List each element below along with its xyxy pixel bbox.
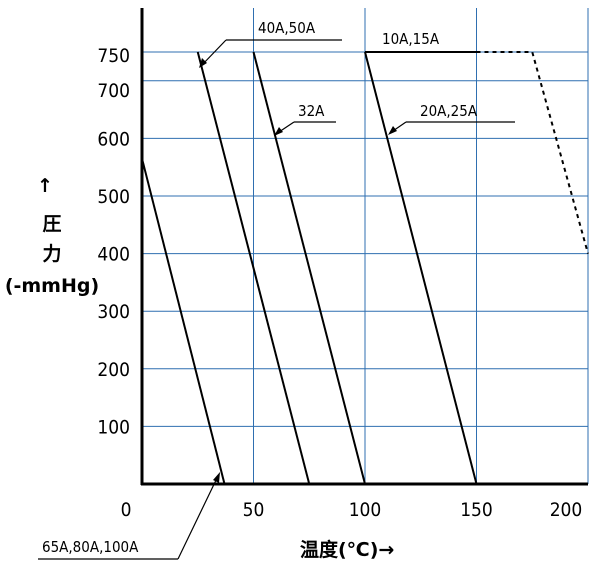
label-40a-50a-arrowhead xyxy=(199,58,207,68)
label-20a-25a-arrowhead xyxy=(388,126,397,135)
label-40a-50a: 40A,50A xyxy=(199,19,342,68)
y-tick-label-300: 300 xyxy=(97,301,130,323)
x-tick-label-200: 200 xyxy=(550,499,583,521)
y-axis-label-line2: 力 xyxy=(42,242,61,265)
x-tick-label-100: 100 xyxy=(349,499,382,521)
y-axis-arrow: ↑ xyxy=(37,175,53,197)
y-tick-label-200: 200 xyxy=(97,359,130,381)
series-line-0 xyxy=(141,158,226,485)
label-10a-15a: 10A,15A xyxy=(382,30,440,48)
y-tick-label-500: 500 xyxy=(97,186,130,208)
y-axis-label-line1: 圧 xyxy=(42,213,61,235)
series-line-2 xyxy=(252,51,366,485)
grid-lines xyxy=(142,8,589,484)
x-tick-label-50: 50 xyxy=(243,499,265,521)
series-lines xyxy=(141,51,589,485)
label-32a-arrowhead xyxy=(274,127,283,136)
label-32a-text: 32A xyxy=(298,102,325,120)
label-65a-80a-100a-text: 65A,80A,100A xyxy=(42,538,139,556)
y-tick-label-750: 750 xyxy=(97,45,130,67)
tick-labels: 100 200 300 400 500 600 700 750 0 50 100 150 200 xyxy=(97,45,582,521)
label-65a-80a-100a-leader xyxy=(177,475,219,560)
x-tick-label-0: 0 xyxy=(121,499,132,521)
y-tick-label-100: 100 xyxy=(97,416,130,438)
y-tick-label-700: 700 xyxy=(97,80,130,102)
y-axis-unit: (-mmHg) xyxy=(5,275,99,297)
label-65a-80a-100a: 65A,80A,100A xyxy=(38,472,220,560)
label-20a-25a: 20A,25A xyxy=(388,102,515,135)
label-20a-25a-text: 20A,25A xyxy=(420,102,478,120)
y-tick-label-600: 600 xyxy=(97,128,130,150)
label-10a-15a-text: 10A,15A xyxy=(382,30,440,48)
label-65a-80a-100a-arrowhead xyxy=(213,472,220,483)
series-extension-dotted xyxy=(476,51,589,254)
x-axis-label: 温度(℃)→ xyxy=(300,538,394,561)
series-line-3 xyxy=(364,51,478,485)
label-40a-50a-text: 40A,50A xyxy=(258,19,316,37)
x-tick-label-150: 150 xyxy=(460,499,493,521)
series-line-1 xyxy=(196,51,311,485)
label-32a: 32A xyxy=(274,102,336,136)
y-tick-label-400: 400 xyxy=(97,244,130,266)
